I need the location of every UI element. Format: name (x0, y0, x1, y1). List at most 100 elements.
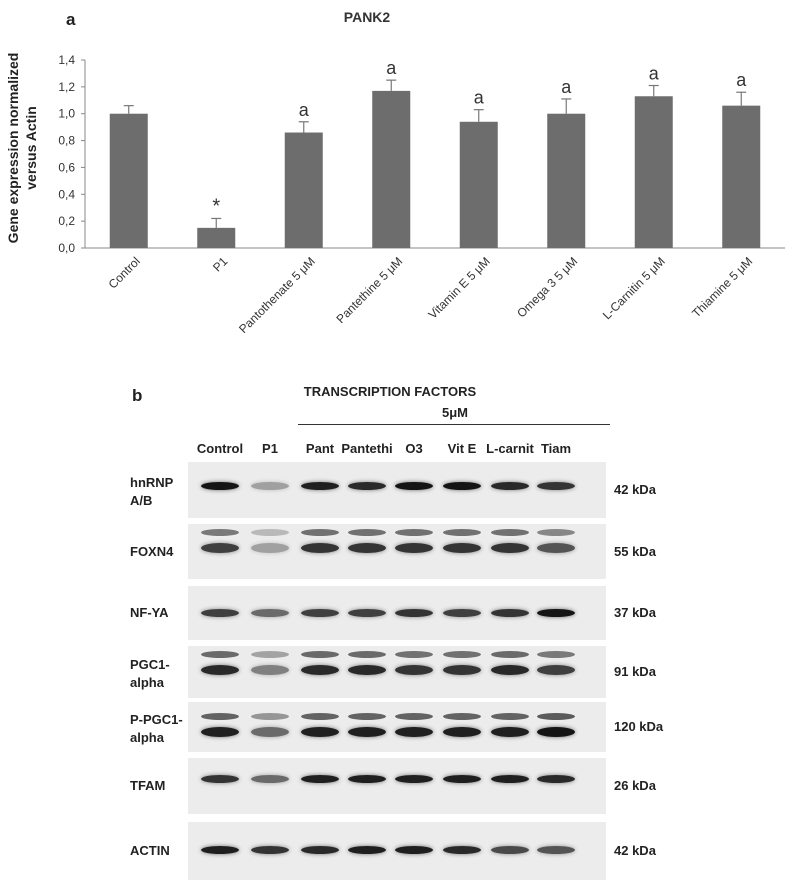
blot-band (301, 543, 339, 553)
blot-band (251, 543, 289, 553)
blot-row-label: TFAM (130, 778, 166, 793)
blot-row-label: P-PGC1-alpha (130, 712, 183, 745)
y-tick-label: 1,4 (58, 53, 75, 67)
blot-band (537, 609, 575, 617)
kda-label: 26 kDa (614, 778, 656, 793)
blot-band (537, 543, 575, 553)
blot-row-label: hnRNP A/B (130, 475, 174, 508)
kda-label: 120 kDa (614, 719, 664, 734)
blot-title: TRANSCRIPTION FACTORS (303, 384, 477, 399)
blot-row-label: NF-YA (130, 605, 169, 620)
kda-label: 42 kDa (614, 843, 656, 858)
bar (284, 132, 323, 248)
lane-label: O3 (405, 441, 423, 456)
y-tick-label: 1,2 (58, 80, 75, 94)
blot-band (491, 543, 529, 553)
blot-band (348, 665, 386, 675)
blot-band (301, 482, 339, 490)
significance-annotation: * (212, 195, 220, 217)
blot-band (443, 775, 481, 783)
y-tick-label: 0,8 (58, 134, 75, 148)
blot-panel (188, 586, 606, 640)
blot-band (201, 775, 239, 783)
significance-annotation: a (474, 88, 485, 108)
blot-row-label: FOXN4 (130, 543, 174, 559)
blot-band-secondary (491, 713, 529, 720)
blot-band-secondary (301, 713, 339, 720)
blot-band (251, 846, 289, 854)
blot-band-secondary (443, 651, 481, 658)
blot-band (348, 543, 386, 553)
significance-annotation: a (299, 100, 310, 120)
blot-band (251, 482, 289, 490)
blot-band (348, 727, 386, 737)
blot-panel (188, 524, 606, 579)
lane-label: Tiam (540, 441, 572, 456)
blot-band (348, 846, 386, 854)
significance-annotation: a (736, 70, 747, 90)
panel-b-letter: b (132, 386, 143, 405)
blot-band-secondary (537, 651, 575, 658)
blot-band (443, 846, 481, 854)
blot-band (395, 609, 433, 617)
blot-band-secondary (201, 651, 239, 658)
blot-band (537, 665, 575, 675)
blot-band-secondary (348, 713, 386, 720)
blot-band (251, 609, 289, 617)
blot-band (491, 727, 529, 737)
blot-band (491, 846, 529, 854)
blot-band (395, 775, 433, 783)
blot-band (491, 665, 529, 675)
blot-band-secondary (443, 529, 481, 536)
significance-annotation: a (386, 58, 397, 78)
y-tick-label: 0,6 (58, 160, 75, 174)
blot-band (301, 665, 339, 675)
blot-band (251, 775, 289, 783)
chart-title: PANK2 (344, 9, 391, 25)
bar (197, 227, 236, 248)
y-axis-label: Gene expression normalized versus Actin (5, 53, 39, 244)
y-tick-label: 0,4 (58, 187, 75, 201)
blot-band-secondary (251, 651, 289, 658)
lane-label: Pantethi (341, 441, 393, 456)
blot-band (491, 482, 529, 490)
blot-band (537, 727, 575, 737)
blot-band-secondary (537, 713, 575, 720)
blot-band (395, 846, 433, 854)
blot-band (537, 482, 575, 490)
blot-band-secondary (537, 529, 575, 536)
blot-band (348, 609, 386, 617)
blot-band-secondary (395, 651, 433, 658)
bar (722, 105, 761, 249)
lane-label: Control (196, 441, 244, 456)
y-tick-label: 0,2 (58, 214, 75, 228)
kda-label: 55 kDa (614, 543, 656, 559)
lane-label: P1 (262, 441, 278, 456)
significance-annotation: a (561, 77, 572, 97)
bar (547, 113, 586, 248)
lane-label: Pant (305, 441, 335, 456)
bar (634, 96, 673, 248)
blot-band (491, 775, 529, 783)
blot-band (395, 482, 433, 490)
blot-band (348, 482, 386, 490)
blot-band (443, 609, 481, 617)
y-tick-label: 0,0 (58, 241, 75, 255)
blot-band (301, 609, 339, 617)
blot-band-secondary (201, 529, 239, 536)
pank2-bar-chart: PANK2 Gene expression normalized versus Ac… (5, 9, 785, 336)
blot-row-label: PGC1-alpha (130, 657, 170, 690)
blot-band (201, 727, 239, 737)
blot-band (443, 482, 481, 490)
y-tick-label: 1,0 (58, 107, 75, 121)
blot-band (443, 727, 481, 737)
lane-label: Vit E (447, 441, 477, 456)
blot-band-secondary (201, 713, 239, 720)
blot-band (201, 543, 239, 553)
blot-panel (188, 702, 606, 752)
bar (459, 121, 498, 248)
kda-label: 37 kDa (614, 605, 656, 620)
blot-band-secondary (395, 529, 433, 536)
blot-band (251, 727, 289, 737)
